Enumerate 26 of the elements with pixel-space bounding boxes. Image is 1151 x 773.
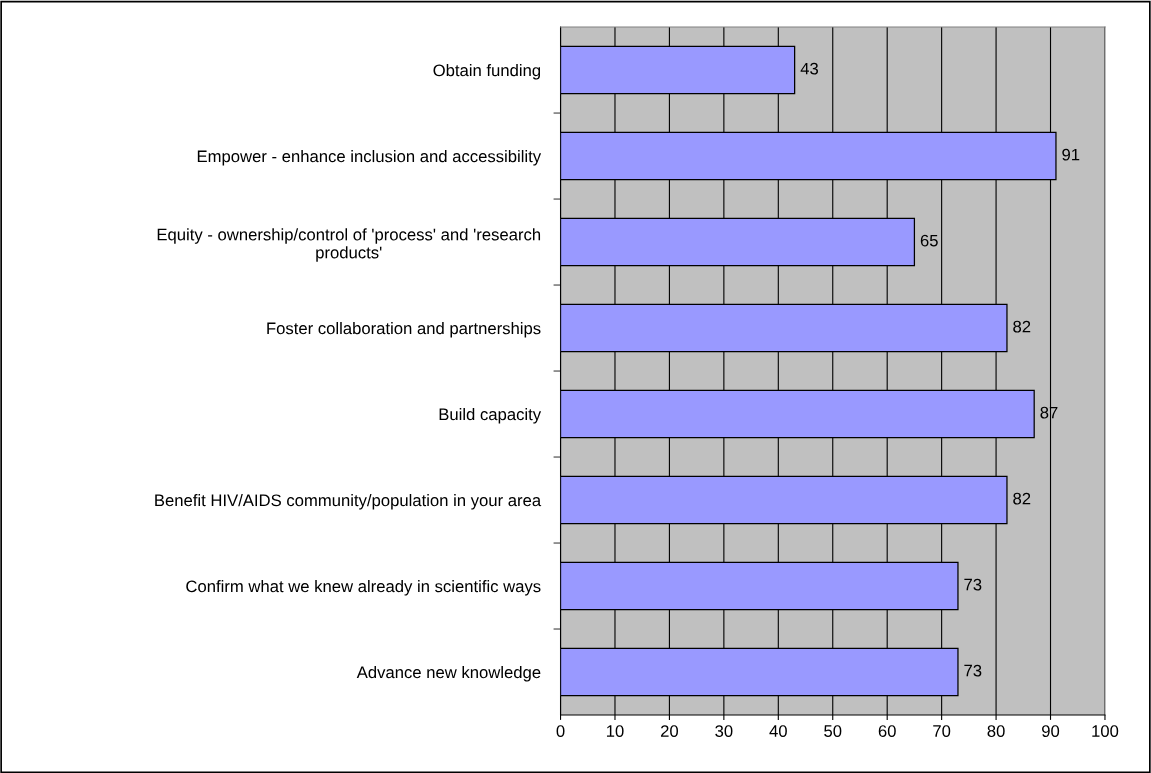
y-tick-label: Equity - ownership/control of 'process' and 'research products' <box>157 228 541 262</box>
x-tick-label: 50 <box>824 725 842 737</box>
y-tick-label: Empower - enhance inclusion and accessibility <box>197 150 542 166</box>
data-label: 65 <box>920 234 938 247</box>
x-tick-label: 10 <box>606 725 624 737</box>
x-tick-label: 40 <box>769 725 787 737</box>
data-label: 82 <box>1013 320 1031 333</box>
y-tick-label: Benefit HIV/AIDS community/population in your area <box>155 494 542 510</box>
data-label: 91 <box>1062 148 1080 161</box>
x-tick-label: 70 <box>933 725 951 737</box>
data-label: 73 <box>964 578 982 591</box>
y-tick-label: Confirm what we knew already in scientific ways <box>186 579 541 596</box>
x-tick-label: 90 <box>1042 725 1060 737</box>
x-tick-label: 80 <box>987 725 1005 737</box>
data-label: 82 <box>1013 492 1031 505</box>
data-label: 73 <box>964 664 982 677</box>
x-tick-label: 100 <box>1092 725 1119 737</box>
y-tick-label: Obtain funding <box>433 64 541 80</box>
x-tick-label: 0 <box>556 725 565 737</box>
x-tick-label: 20 <box>660 725 679 737</box>
y-tick-label: Advance new knowledge <box>356 665 541 682</box>
data-label: 43 <box>800 62 818 75</box>
y-tick-label: Foster collaboration and partnerships <box>267 322 541 338</box>
x-tick-label: 60 <box>878 725 896 737</box>
y-tick-label: Build capacity <box>439 408 542 424</box>
x-tick-label: 30 <box>715 725 733 737</box>
